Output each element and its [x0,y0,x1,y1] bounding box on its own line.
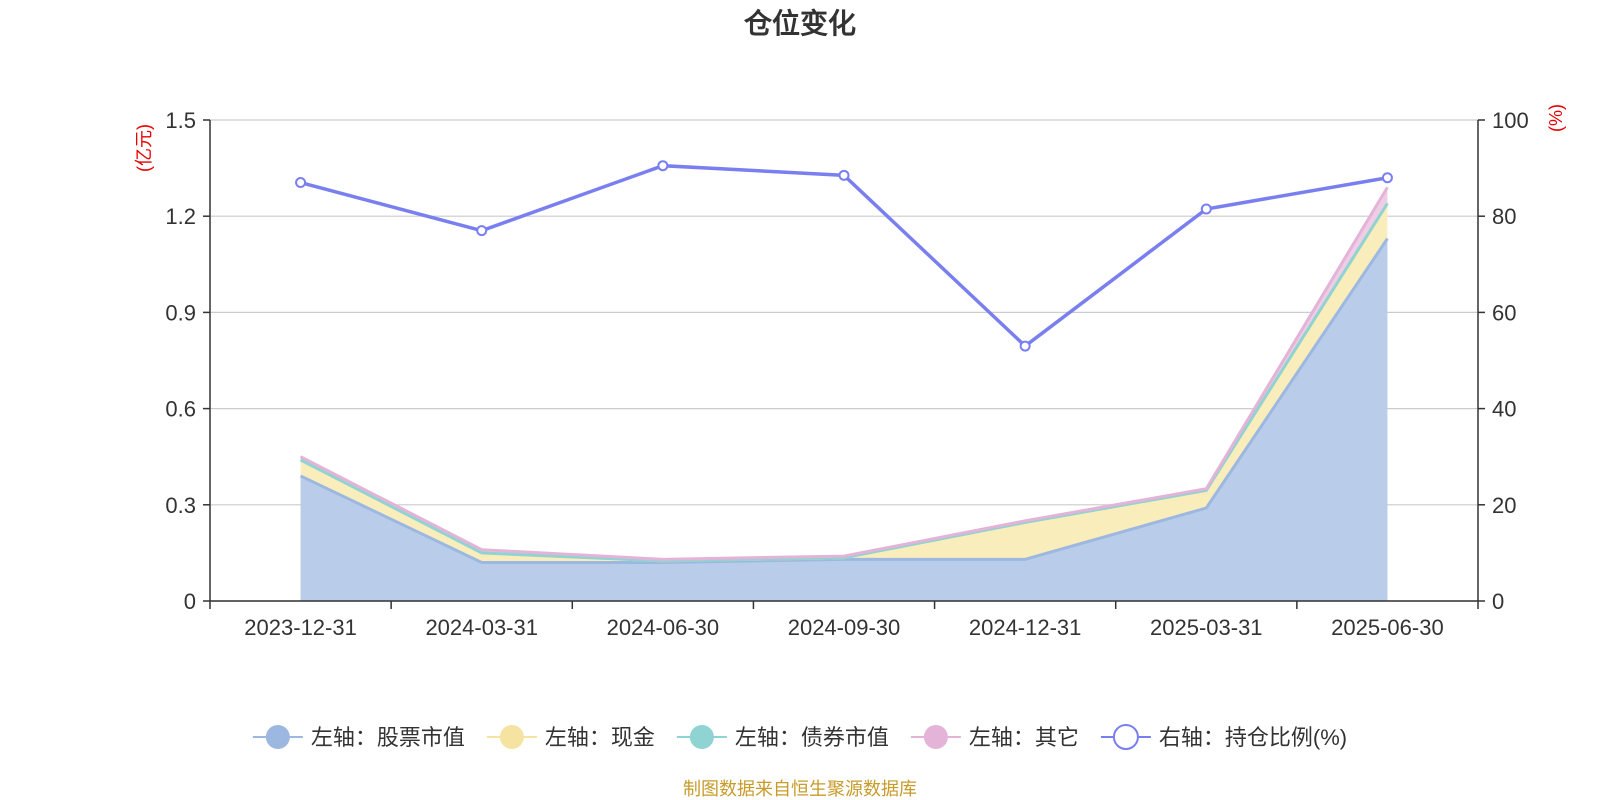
left-tick-label-2: 0.6 [165,397,196,422]
right-tick-label-3: 60 [1492,300,1516,325]
ratio-point-2 [657,160,669,172]
chart-title: 仓位变化 [744,7,856,39]
legend-marker-2 [689,725,714,749]
right-axis-unit: (%) [1546,104,1566,132]
x-tick-label-4: 2024-12-31 [969,615,1082,640]
right-tick-label-2: 40 [1492,397,1516,422]
legend-marker-1 [499,725,524,749]
ratio-point-1 [476,225,488,237]
ratio-line-path [300,163,1388,349]
right-tick-label-4: 80 [1492,204,1516,229]
area-line-2 [299,202,1389,563]
legend-marker-0 [265,725,290,749]
legend-label-3: 左轴：其它 [969,725,1079,750]
legend-label-0: 左轴：股票市值 [311,725,465,750]
axes: 0 0.3 0.6 0.9 1.2 1.5 0 20 40 60 80 100 2023-12-31 20… [165,108,1528,640]
legend-label-4: 右轴：持仓比例(%) [1159,725,1347,750]
x-tick-label-3: 2024-09-30 [788,615,901,640]
ratio-point-6 [1381,172,1393,184]
x-tick-label-0: 2023-12-31 [244,615,357,640]
legend-label-2: 左轴：债券市值 [735,725,889,750]
holding-ratio-line [295,160,1393,352]
area-fill-0 [300,238,1388,601]
x-tick-label-1: 2024-03-31 [425,615,538,640]
x-tick-label-2: 2024-06-30 [607,615,720,640]
x-tick-label-5: 2025-03-31 [1150,615,1263,640]
ratio-point-5 [1200,203,1212,215]
left-tick-label-0: 0 [184,589,196,614]
area-line-3 [299,186,1389,561]
right-tick-label-0: 0 [1492,589,1504,614]
data-source-note: 制图数据来自恒生聚源数据库 [683,779,917,799]
ratio-point-0 [295,177,307,189]
right-tick-label-5: 100 [1492,108,1529,133]
x-tick-label-6: 2025-06-30 [1331,615,1444,640]
left-tick-label-3: 0.9 [165,300,196,325]
right-tick-label-1: 20 [1492,493,1516,518]
left-tick-label-1: 0.3 [165,493,196,518]
left-tick-label-5: 1.5 [165,108,196,133]
ratio-point-3 [838,169,850,181]
legend-label-1: 左轴：现金 [545,725,655,750]
area-line-0 [299,237,1389,565]
stacked-areas [299,186,1389,601]
legend-marker-4 [1112,724,1139,750]
ratio-point-4 [1019,340,1031,352]
legend: 左轴：股票市值 左轴：现金 左轴：债券市值 左轴：其它 右轴：持仓比例(%) [252,724,1347,750]
left-axis-unit: (亿元) [134,124,154,172]
left-tick-label-4: 1.2 [165,204,196,229]
legend-marker-3 [923,725,948,749]
